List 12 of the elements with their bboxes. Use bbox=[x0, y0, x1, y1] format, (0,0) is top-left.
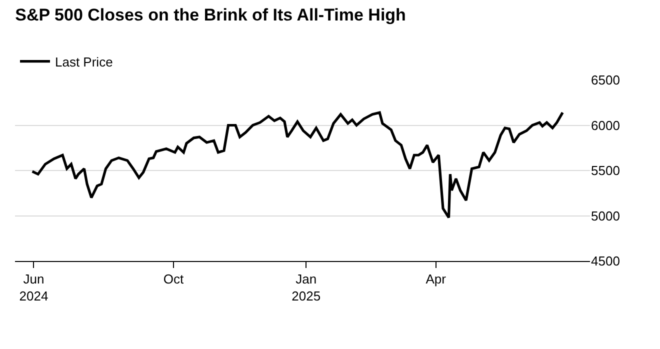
x-tick-label: Oct bbox=[163, 272, 184, 287]
y-tick-label: 5000 bbox=[591, 208, 620, 224]
y-tick-label: 6500 bbox=[591, 72, 620, 88]
line-series bbox=[30, 111, 564, 219]
y-tick-label: 6000 bbox=[591, 118, 620, 133]
legend-label: Last Price bbox=[55, 54, 113, 70]
x-tick-label: Jun 2024 bbox=[19, 272, 48, 304]
x-tick-label: Jan 2025 bbox=[292, 272, 321, 304]
x-tick-label: Apr bbox=[426, 272, 447, 287]
y-tick-label: 4500 bbox=[591, 254, 620, 269]
y-tick-label: 5500 bbox=[591, 163, 620, 178]
chart-title: S&P 500 Closes on the Brink of Its All-Time High bbox=[15, 6, 406, 25]
